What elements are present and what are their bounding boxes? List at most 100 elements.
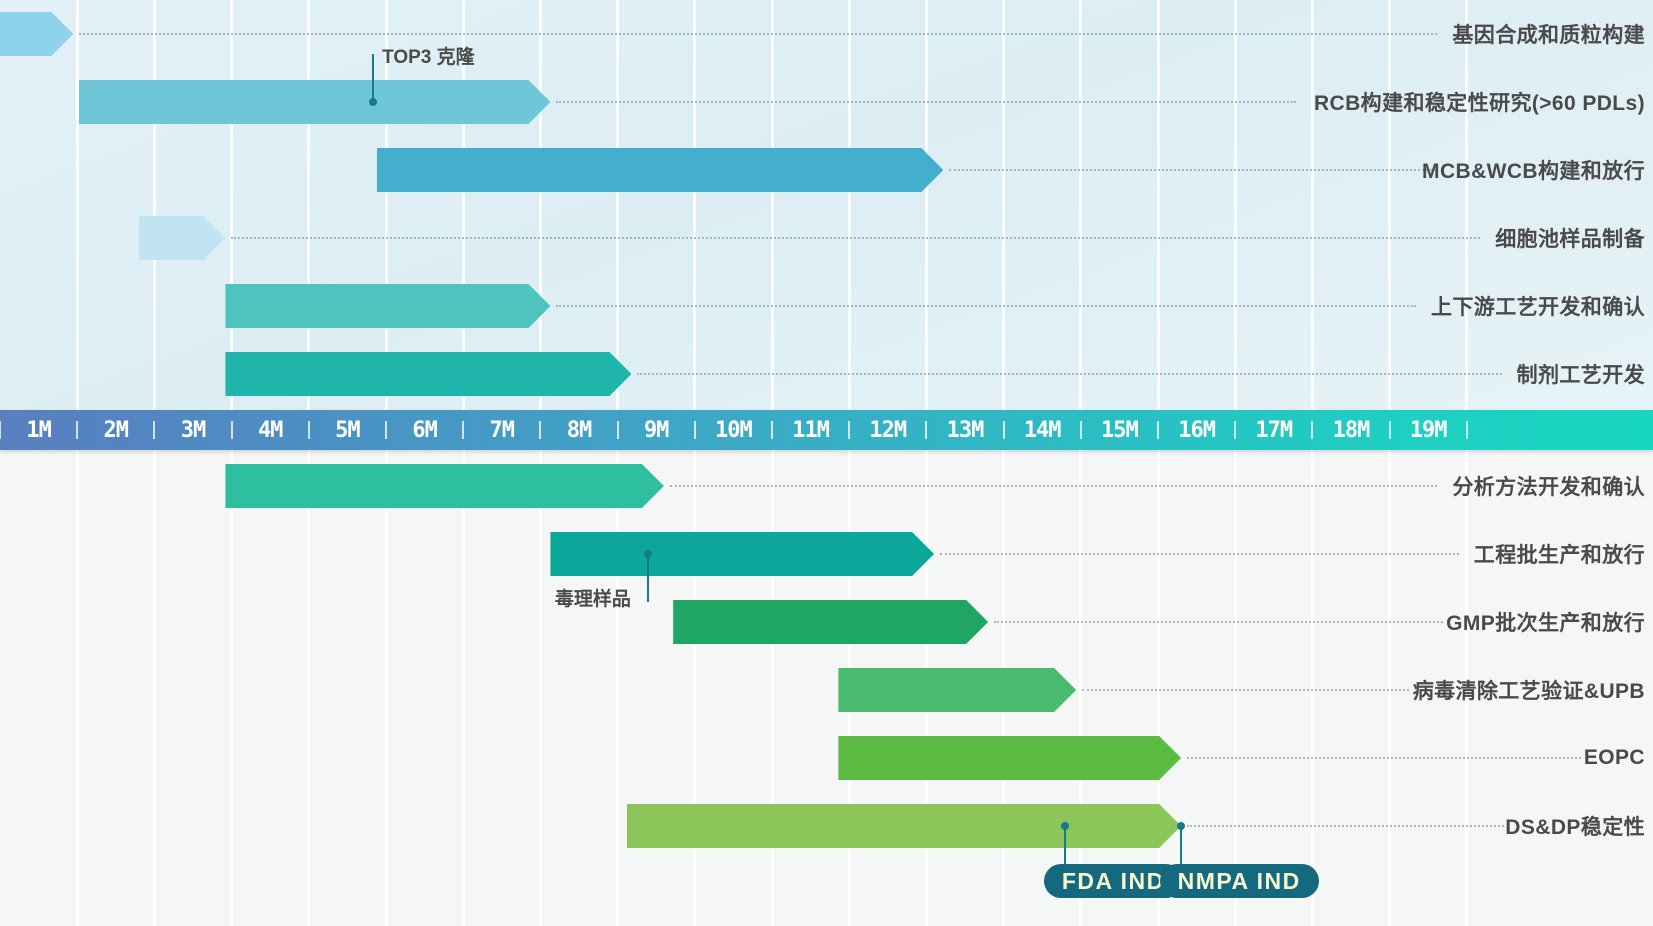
axis-tick-label: 8M [566,417,592,443]
axis-tick-4m: 4M [232,410,309,450]
leader-line [669,485,1438,487]
gantt-row[interactable]: MCB&WCB构建和放行 [0,136,1653,204]
gantt-row[interactable]: 细胞池样品制备 [0,204,1653,272]
axis-tick-label: 10M [715,417,753,443]
gantt-row[interactable]: GMP批次生产和放行 [0,588,1653,656]
month-gridline [1388,450,1392,926]
month-gridline [538,0,542,410]
axis-tick-separator [1002,421,1005,439]
month-gridline [1310,0,1314,410]
axis-tick-separator [848,421,851,439]
axis-tick-label: 19M [1409,417,1448,443]
axis-tick-separator [539,421,542,439]
leader-line [1187,825,1504,827]
month-gridline [1310,450,1314,926]
gantt-row[interactable]: 上下游工艺开发和确认 [0,272,1653,340]
month-gridline [616,0,620,410]
task-label: 制剂工艺开发 [1516,364,1645,387]
axis-tick-2m: 2M [77,410,154,450]
axis-tick-label: 6M [412,417,437,443]
gantt-row[interactable]: 工程批生产和放行 [0,520,1653,588]
axis-tick-label: 5M [335,417,360,443]
axis-tick-label: 3M [180,417,206,443]
axis-tick-11m: 11M [772,410,849,450]
task-label: 工程批生产和放行 [1473,544,1645,567]
month-gridline [384,450,388,926]
gantt-bar[interactable] [225,284,550,328]
month-gridline [847,0,851,410]
gantt-row[interactable]: 制剂工艺开发 [0,340,1653,408]
axis-tick-separator [1388,421,1391,439]
axis-tick-10m: 10M [695,410,772,450]
axis-tick-12m: 12M [849,410,926,450]
month-gridline [307,0,311,410]
month-gridline [1233,450,1237,926]
gantt-bar[interactable] [673,600,988,644]
axis-tick-label: 1M [26,417,51,443]
axis-tick-separator [307,421,310,439]
axis-tick-16m: 16M [1158,410,1235,450]
leader-line [556,305,1416,307]
axis-tick-5m: 5M [309,410,386,450]
gantt-row[interactable]: DS&DP稳定性 [0,792,1653,860]
gantt-row[interactable]: 分析方法开发和确认 [0,452,1653,520]
month-gridline [1465,450,1469,926]
ind-badge-fda-ind[interactable]: FDA IND [1043,864,1183,898]
month-gridline [616,450,620,926]
month-gridline [1079,0,1083,410]
month-gridline [1233,0,1237,410]
task-label: 基因合成和质粒构建 [1452,24,1645,47]
task-label: EOPC [1583,746,1645,769]
axis-tick-6m: 6M [386,410,463,450]
axis-tick-separator [462,421,465,439]
leader-line [1082,689,1409,691]
axis-tick-label: 12M [869,417,907,443]
gantt-bar[interactable] [139,216,225,260]
ind-badge-nmpa-ind[interactable]: NMPA IND [1159,864,1319,898]
gantt-row[interactable]: RCB构建和稳定性研究(>60 PDLs) [0,68,1653,136]
leader-line [1187,757,1581,759]
axis-tick-label: 4M [257,417,283,443]
gantt-bar[interactable] [838,736,1181,780]
task-label: MCB&WCB构建和放行 [1422,160,1645,183]
ind-milestone-pin [1060,822,1069,868]
task-label: 病毒清除工艺验证&UPB [1412,680,1645,703]
axis-tick-label: 9M [643,417,669,443]
axis-tick-19m: 19M [1390,410,1467,450]
axis-tick-13m: 13M [926,410,1003,450]
month-axis: 1M 2M 3M 4M 5M 6M 7M 8M 9M 10M 11M 12M 13M 14M 15M 16M 1… [0,410,1653,450]
timeline-top-band [0,0,1653,410]
gantt-row[interactable]: EOPC [0,724,1653,792]
gantt-bar[interactable] [225,352,631,396]
gantt-bar[interactable] [0,12,73,56]
leader-line [556,101,1297,103]
task-label: 上下游工艺开发和确认 [1431,296,1645,319]
task-label: 细胞池样品制备 [1495,228,1645,251]
leader-line [940,553,1459,555]
month-gridline [230,450,234,926]
axis-tick-label: 17M [1255,417,1293,443]
milestone-pin [369,54,378,106]
axis-tick-7m: 7M [463,410,540,450]
axis-tick-8m: 8M [540,410,617,450]
annotation-label: TOP3 克隆 [382,47,475,68]
gantt-row[interactable]: 病毒清除工艺验证&UPB [0,656,1653,724]
month-gridline [924,0,928,410]
gantt-row[interactable]: 基因合成和质粒构建 [0,0,1653,68]
axis-tick-label: 2M [103,417,129,443]
gantt-bar[interactable] [377,148,944,192]
gantt-bar[interactable] [550,532,934,576]
task-label: GMP批次生产和放行 [1446,612,1645,635]
month-gridline [1465,0,1469,410]
gantt-bar[interactable] [79,80,551,124]
gantt-bar[interactable] [627,804,1181,848]
leader-line [949,169,1436,171]
gantt-bar[interactable] [225,464,663,508]
axis-tick-label: 13M [946,417,985,443]
month-gridline [1156,0,1160,410]
axis-tick-label: 11M [792,417,830,443]
gantt-bar[interactable] [838,668,1076,712]
month-gridline [538,450,542,926]
axis-tick-separator [925,421,928,439]
